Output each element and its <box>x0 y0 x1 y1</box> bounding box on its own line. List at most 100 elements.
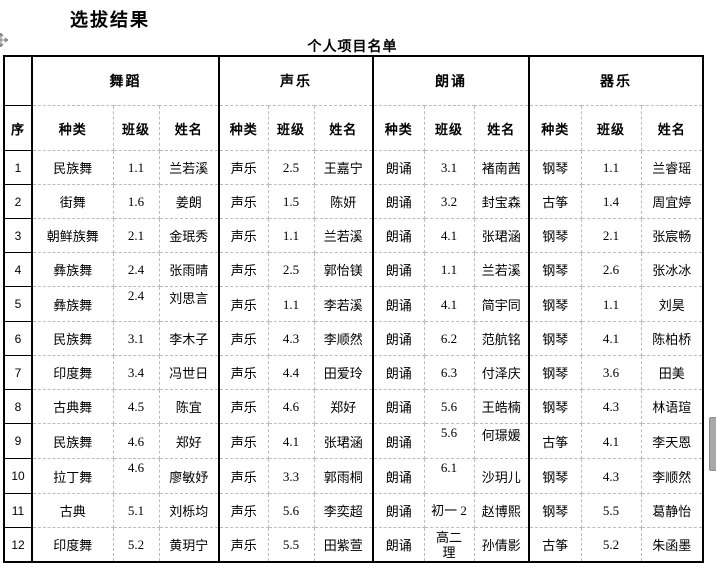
instrument-name-cell[interactable]: 陈柏桥 <box>640 321 704 356</box>
recitation-type-cell[interactable]: 朗诵 <box>372 423 425 459</box>
vocal-type-cell[interactable]: 声乐 <box>218 527 269 563</box>
instrument-type-cell[interactable]: 钢琴 <box>528 458 582 494</box>
instrument-class-cell[interactable]: 4.3 <box>580 389 642 424</box>
row-number-cell[interactable]: 4 <box>3 252 33 287</box>
instrument-name-cell[interactable]: 兰睿瑶 <box>640 150 704 185</box>
dance-name-cell[interactable]: 冯世日 <box>158 355 220 390</box>
vocal-name-cell[interactable]: 郭雨桐 <box>313 458 374 494</box>
instrument-type-cell[interactable]: 钢琴 <box>528 150 582 185</box>
recitation-class-cell[interactable]: 高二 理 <box>423 527 475 563</box>
column-header-recitation-name[interactable]: 姓名 <box>473 105 530 151</box>
row-number-cell[interactable]: 8 <box>3 389 33 424</box>
instrument-name-cell[interactable]: 李天恩 <box>640 423 704 459</box>
recitation-name-cell[interactable]: 兰若溪 <box>473 252 530 287</box>
vocal-class-cell[interactable]: 1.5 <box>267 184 315 219</box>
vocal-name-cell[interactable]: 王嘉宁 <box>313 150 374 185</box>
vocal-type-cell[interactable]: 声乐 <box>218 218 269 253</box>
column-header-instrument-name[interactable]: 姓名 <box>640 105 704 151</box>
instrument-type-cell[interactable]: 古筝 <box>528 423 582 459</box>
instrument-type-cell[interactable]: 钢琴 <box>528 355 582 390</box>
dance-class-cell[interactable]: 1.6 <box>112 184 160 219</box>
vocal-class-cell[interactable]: 4.6 <box>267 389 315 424</box>
instrument-name-cell[interactable]: 田美 <box>640 355 704 390</box>
recitation-type-cell[interactable]: 朗诵 <box>372 389 425 424</box>
recitation-type-cell[interactable]: 朗诵 <box>372 493 425 528</box>
recitation-class-cell[interactable]: 3.2 <box>423 184 475 219</box>
recitation-class-cell[interactable]: 4.1 <box>423 286 475 322</box>
group-header-vocal[interactable]: 声乐 <box>218 55 374 106</box>
vocal-name-cell[interactable]: 兰若溪 <box>313 218 374 253</box>
dance-class-cell[interactable]: 4.6 <box>112 458 160 494</box>
vocal-class-cell[interactable]: 5.6 <box>267 493 315 528</box>
instrument-name-cell[interactable]: 朱函墨 <box>640 527 704 563</box>
recitation-name-cell[interactable]: 张珺涵 <box>473 218 530 253</box>
dance-class-cell[interactable]: 4.6 <box>112 423 160 459</box>
vocal-name-cell[interactable]: 李奕超 <box>313 493 374 528</box>
recitation-class-cell[interactable]: 3.1 <box>423 150 475 185</box>
vocal-type-cell[interactable]: 声乐 <box>218 252 269 287</box>
vocal-name-cell[interactable]: 郑好 <box>313 389 374 424</box>
vocal-class-cell[interactable]: 4.4 <box>267 355 315 390</box>
vocal-class-cell[interactable]: 2.5 <box>267 252 315 287</box>
dance-name-cell[interactable]: 金珉秀 <box>158 218 220 253</box>
dance-type-cell[interactable]: 古典 <box>31 493 114 528</box>
recitation-name-cell[interactable]: 褚南茜 <box>473 150 530 185</box>
recitation-name-cell[interactable]: 付泽庆 <box>473 355 530 390</box>
column-header-vocal-name[interactable]: 姓名 <box>313 105 374 151</box>
dance-type-cell[interactable]: 印度舞 <box>31 527 114 563</box>
column-header-dance-name[interactable]: 姓名 <box>158 105 220 151</box>
dance-class-cell[interactable]: 5.2 <box>112 527 160 563</box>
corner-cell[interactable] <box>3 55 33 106</box>
recitation-class-cell[interactable]: 6.3 <box>423 355 475 390</box>
vocal-type-cell[interactable]: 声乐 <box>218 286 269 322</box>
recitation-type-cell[interactable]: 朗诵 <box>372 252 425 287</box>
instrument-class-cell[interactable]: 5.2 <box>580 527 642 563</box>
instrument-type-cell[interactable]: 古筝 <box>528 527 582 563</box>
vocal-name-cell[interactable]: 张珺涵 <box>313 423 374 459</box>
instrument-type-cell[interactable]: 钢琴 <box>528 252 582 287</box>
instrument-name-cell[interactable]: 葛静怡 <box>640 493 704 528</box>
instrument-type-cell[interactable]: 钢琴 <box>528 389 582 424</box>
recitation-type-cell[interactable]: 朗诵 <box>372 150 425 185</box>
recitation-class-cell[interactable]: 5.6 <box>423 389 475 424</box>
instrument-class-cell[interactable]: 1.4 <box>580 184 642 219</box>
recitation-class-cell[interactable]: 6.1 <box>423 458 475 494</box>
instrument-type-cell[interactable]: 钢琴 <box>528 286 582 322</box>
vocal-type-cell[interactable]: 声乐 <box>218 458 269 494</box>
dance-type-cell[interactable]: 民族舞 <box>31 150 114 185</box>
dance-type-cell[interactable]: 街舞 <box>31 184 114 219</box>
dance-type-cell[interactable]: 彝族舞 <box>31 286 114 322</box>
vocal-type-cell[interactable]: 声乐 <box>218 184 269 219</box>
vocal-type-cell[interactable]: 声乐 <box>218 355 269 390</box>
vocal-class-cell[interactable]: 5.5 <box>267 527 315 563</box>
recitation-name-cell[interactable]: 简宇同 <box>473 286 530 322</box>
table-move-handle-icon[interactable] <box>0 31 10 49</box>
dance-name-cell[interactable]: 黄玥宁 <box>158 527 220 563</box>
column-header-dance-class[interactable]: 班级 <box>112 105 160 151</box>
dance-name-cell[interactable]: 姜朗 <box>158 184 220 219</box>
dance-name-cell[interactable]: 刘思言 <box>158 286 220 322</box>
dance-class-cell[interactable]: 2.1 <box>112 218 160 253</box>
instrument-class-cell[interactable]: 2.6 <box>580 252 642 287</box>
column-header-vocal-type[interactable]: 种类 <box>218 105 269 151</box>
dance-class-cell[interactable]: 4.5 <box>112 389 160 424</box>
row-number-cell[interactable]: 5 <box>3 286 33 322</box>
row-number-cell[interactable]: 2 <box>3 184 33 219</box>
recitation-class-cell[interactable]: 1.1 <box>423 252 475 287</box>
instrument-name-cell[interactable]: 刘昊 <box>640 286 704 322</box>
row-number-cell[interactable]: 1 <box>3 150 33 185</box>
column-header-seq[interactable]: 序 <box>3 105 33 151</box>
dance-type-cell[interactable]: 印度舞 <box>31 355 114 390</box>
instrument-name-cell[interactable]: 张冰冰 <box>640 252 704 287</box>
dance-name-cell[interactable]: 陈宜 <box>158 389 220 424</box>
dance-class-cell[interactable]: 2.4 <box>112 286 160 322</box>
dance-class-cell[interactable]: 3.4 <box>112 355 160 390</box>
column-header-instrument-type[interactable]: 种类 <box>528 105 582 151</box>
row-number-cell[interactable]: 12 <box>3 527 33 563</box>
vocal-class-cell[interactable]: 4.3 <box>267 321 315 356</box>
group-header-recitation[interactable]: 朗诵 <box>372 55 530 106</box>
instrument-type-cell[interactable]: 古筝 <box>528 184 582 219</box>
vocal-type-cell[interactable]: 声乐 <box>218 389 269 424</box>
recitation-name-cell[interactable]: 孙倩影 <box>473 527 530 563</box>
vocal-name-cell[interactable]: 田紫萱 <box>313 527 374 563</box>
